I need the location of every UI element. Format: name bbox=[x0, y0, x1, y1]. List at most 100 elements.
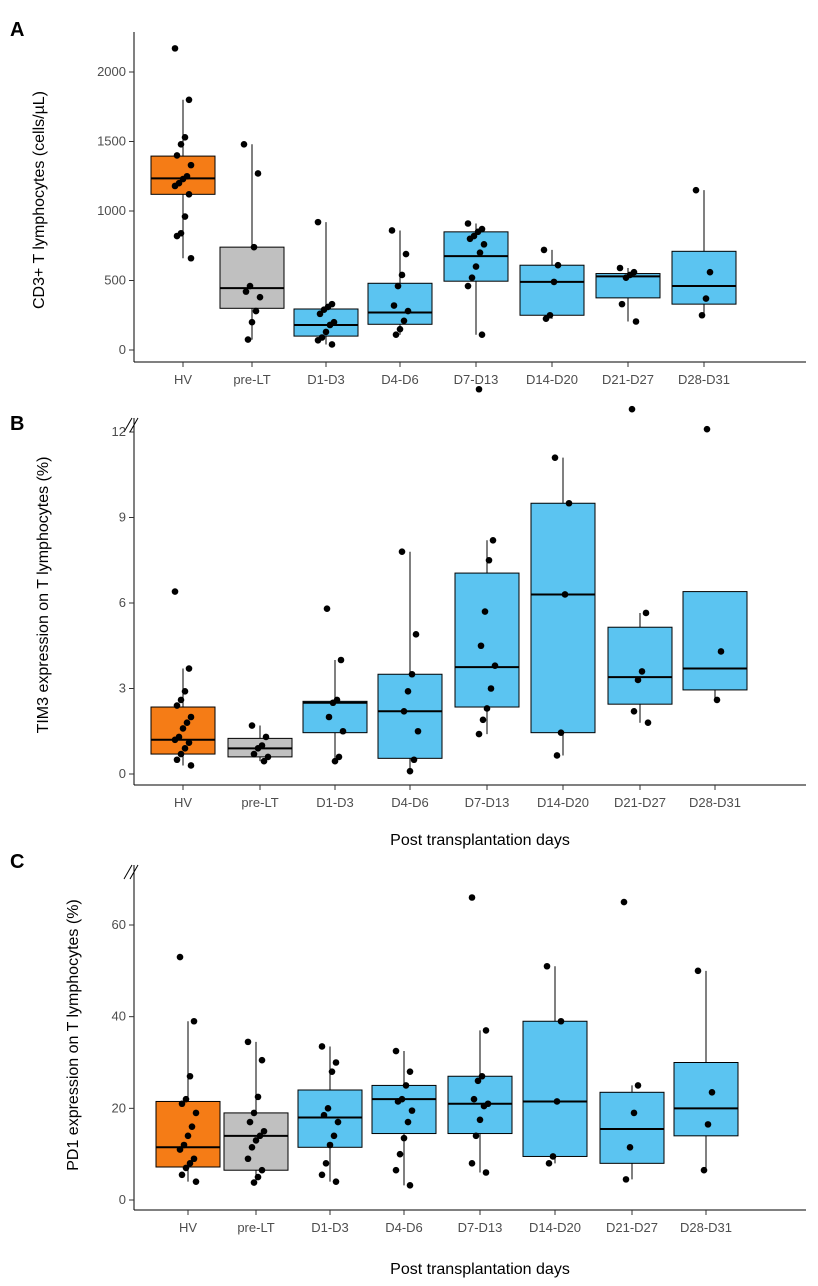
data-point bbox=[694, 967, 702, 975]
data-point bbox=[551, 454, 559, 461]
box-d7-d13 bbox=[447, 1075, 513, 1135]
data-point bbox=[554, 261, 562, 269]
data-point bbox=[322, 1160, 330, 1167]
data-point bbox=[182, 1095, 190, 1103]
data-point bbox=[185, 739, 193, 746]
box-d28-d31 bbox=[671, 250, 737, 305]
data-point bbox=[332, 1059, 340, 1066]
data-point bbox=[185, 665, 193, 672]
data-point bbox=[476, 249, 484, 256]
data-point bbox=[475, 730, 483, 738]
data-point bbox=[188, 1123, 196, 1130]
box-d4-d6 bbox=[367, 282, 433, 325]
data-point bbox=[252, 307, 260, 315]
data-point bbox=[320, 1111, 328, 1119]
data-point bbox=[616, 264, 624, 272]
data-point bbox=[482, 1169, 490, 1176]
data-point bbox=[400, 317, 408, 325]
y-tick-label: 40 bbox=[112, 1009, 126, 1024]
data-point bbox=[540, 246, 548, 254]
data-point bbox=[470, 1095, 478, 1103]
data-point bbox=[185, 191, 193, 198]
data-point bbox=[258, 1166, 266, 1174]
data-point bbox=[565, 499, 573, 507]
data-point bbox=[630, 708, 638, 715]
x-tick-label: D1-D3 bbox=[316, 795, 354, 810]
data-point bbox=[632, 318, 640, 325]
x-tick-label: D21-D27 bbox=[614, 795, 666, 810]
data-point bbox=[406, 767, 414, 775]
x-tick-label: D14-D20 bbox=[529, 1220, 581, 1235]
data-point bbox=[394, 1098, 402, 1105]
data-point bbox=[396, 325, 404, 333]
box-d21-d27 bbox=[607, 626, 673, 705]
data-point bbox=[702, 295, 710, 302]
data-point bbox=[398, 271, 406, 279]
box-d14-d20 bbox=[519, 264, 585, 316]
data-point bbox=[334, 1118, 342, 1126]
y-axis-title: CD3+ T lymphocytes (cells/µL) bbox=[31, 91, 48, 309]
data-point bbox=[480, 241, 488, 248]
data-point bbox=[262, 733, 270, 741]
data-point bbox=[181, 213, 189, 220]
data-point bbox=[240, 140, 248, 148]
y-tick-label: 0 bbox=[119, 342, 126, 357]
data-point bbox=[173, 152, 181, 159]
x-tick-label: D4-D6 bbox=[381, 372, 419, 387]
data-point bbox=[392, 1047, 400, 1055]
data-point bbox=[254, 745, 262, 752]
data-point bbox=[242, 288, 250, 295]
data-point bbox=[404, 307, 412, 315]
data-point bbox=[404, 1118, 412, 1126]
x-tick-label: HV bbox=[179, 1220, 197, 1235]
data-point bbox=[184, 1132, 192, 1140]
data-point bbox=[252, 1137, 260, 1144]
data-point bbox=[250, 1179, 258, 1186]
data-point bbox=[248, 318, 256, 326]
data-point bbox=[256, 293, 264, 301]
data-point bbox=[260, 1127, 268, 1135]
y-axis-title: PD1 expression on T lymphocytes (%) bbox=[65, 899, 82, 1171]
data-point bbox=[618, 300, 626, 308]
data-point bbox=[561, 591, 569, 598]
data-point bbox=[314, 218, 322, 226]
y-tick-label: 9 bbox=[119, 510, 126, 525]
x-axis-title: Post transplantation days bbox=[390, 832, 570, 849]
data-point bbox=[244, 1155, 252, 1163]
data-point bbox=[474, 228, 482, 236]
panel-letter: B bbox=[10, 413, 24, 435]
data-point bbox=[185, 96, 193, 104]
data-point bbox=[176, 1146, 184, 1153]
data-point bbox=[553, 752, 561, 759]
data-point bbox=[400, 708, 408, 715]
data-point bbox=[630, 1109, 638, 1117]
data-point bbox=[181, 134, 189, 141]
y-tick-label: 12 bbox=[112, 424, 126, 439]
data-point bbox=[402, 1082, 410, 1089]
data-point bbox=[388, 227, 396, 234]
data-point bbox=[620, 898, 628, 906]
axis-break-mark bbox=[123, 417, 133, 433]
data-point bbox=[708, 1088, 716, 1096]
data-point bbox=[246, 282, 254, 290]
y-tick-label: 6 bbox=[119, 595, 126, 610]
data-point bbox=[478, 331, 486, 339]
data-point bbox=[187, 161, 195, 169]
data-point bbox=[483, 705, 491, 712]
x-tick-label: D28-D31 bbox=[689, 795, 741, 810]
data-point bbox=[173, 756, 181, 764]
data-point bbox=[390, 302, 398, 309]
data-point bbox=[190, 1155, 198, 1163]
data-point bbox=[464, 220, 472, 227]
panel-c: C 0 20 40 60 PD1 expression on T lymphocytes … bbox=[10, 851, 806, 1278]
data-point bbox=[244, 1038, 252, 1046]
data-point bbox=[186, 1072, 194, 1080]
data-point bbox=[706, 268, 714, 276]
data-point bbox=[246, 1118, 254, 1126]
x-tick-label: D14-D20 bbox=[537, 795, 589, 810]
y-tick-label: 1500 bbox=[97, 134, 126, 149]
data-point bbox=[192, 1109, 200, 1117]
data-point bbox=[404, 688, 412, 695]
box-d1-d3 bbox=[302, 700, 368, 734]
data-point bbox=[318, 1171, 326, 1179]
